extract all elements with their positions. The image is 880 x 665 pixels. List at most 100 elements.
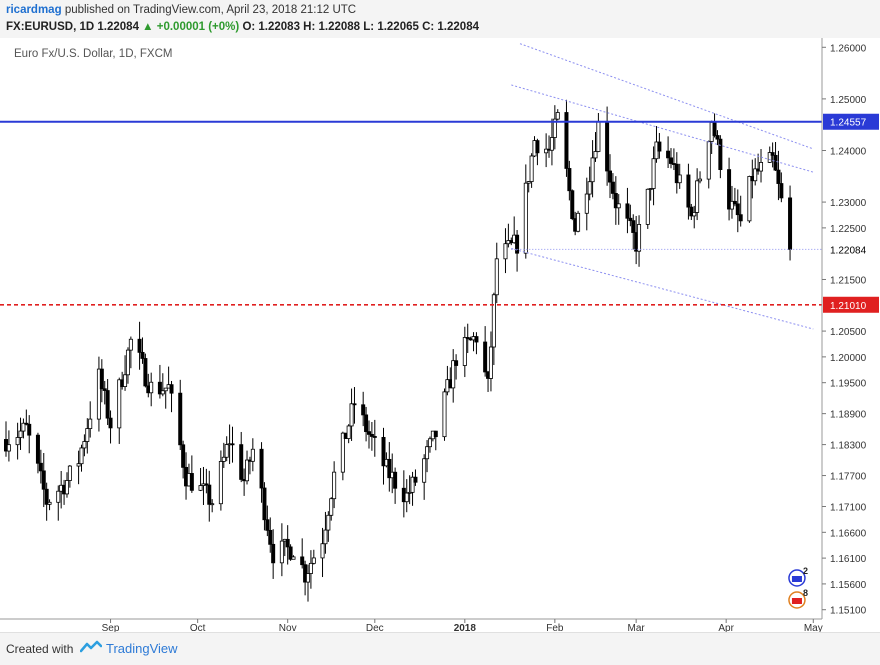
candle (163, 387, 168, 409)
price-tick-label: 1.16100 (830, 554, 867, 565)
candle (108, 410, 113, 444)
candle (311, 549, 316, 565)
candle (526, 180, 531, 193)
candle (407, 475, 412, 505)
price-label-bg (823, 296, 879, 313)
candle-body-up (47, 501, 52, 505)
candle-body-up (407, 491, 412, 494)
candle (88, 401, 93, 438)
candle (369, 421, 374, 451)
time-tick-label: 2018 (454, 623, 477, 632)
candle-body-up (6, 444, 11, 452)
candle (85, 418, 90, 454)
level-price-label: 1.21010 (830, 301, 867, 312)
candle (747, 175, 752, 223)
candle-body-up (442, 391, 447, 438)
candle (483, 326, 488, 377)
candle (326, 511, 331, 542)
published-text: published on TradingView.com, April 23, … (64, 4, 357, 16)
last-price-label: 1.22084 (830, 245, 867, 256)
candle (503, 228, 508, 274)
candle (181, 440, 186, 479)
candle-body-up (706, 141, 711, 180)
candle (262, 482, 267, 531)
price-tick-label: 1.17100 (830, 503, 867, 514)
candle (759, 149, 764, 183)
candle (143, 353, 148, 388)
candle (515, 230, 520, 272)
candle (555, 109, 560, 121)
event-count: 8 (803, 588, 808, 598)
candle (552, 105, 557, 150)
candle (56, 485, 61, 521)
candle-body-up (767, 152, 772, 163)
candle-body-up (332, 471, 337, 500)
candle-body-up (451, 360, 456, 389)
candle (41, 453, 46, 508)
candle (105, 379, 110, 426)
candle (651, 146, 656, 206)
candle (245, 450, 250, 485)
candle-body-down (361, 404, 366, 416)
candle-body-down (137, 338, 142, 353)
candle (137, 321, 142, 370)
time-tick-label: Sep (102, 623, 120, 632)
tradingview-logo-icon[interactable] (80, 639, 102, 655)
candle (674, 152, 679, 194)
author-link[interactable]: ricardmag (6, 4, 62, 16)
candle-body-down (157, 381, 162, 395)
candle (323, 511, 328, 554)
candle (427, 436, 432, 453)
candle (668, 148, 673, 169)
time-tick-label: Oct (190, 623, 206, 632)
candle-body-up (648, 188, 653, 190)
candle-body-down (666, 150, 671, 159)
candle (393, 467, 398, 504)
candle-body-down (474, 336, 479, 343)
candle-body-up (329, 498, 334, 516)
chart-title: Euro Fx/U.S. Dollar, 1D, FXCM (14, 48, 172, 60)
candle-body-down (207, 484, 212, 505)
tradingview-brand-link[interactable]: TradingView (106, 641, 178, 656)
candle (454, 354, 459, 380)
candle (271, 529, 276, 579)
candle (381, 427, 386, 485)
candle (488, 331, 493, 392)
candle-body-up (56, 490, 61, 503)
candle (523, 164, 528, 259)
candle (361, 391, 366, 427)
candle-body-up (21, 422, 26, 432)
candle-body-down (668, 157, 673, 164)
candle (250, 438, 255, 472)
candle (102, 380, 107, 405)
event-count: 2 (803, 566, 808, 576)
candle-body-up (698, 178, 703, 182)
candle (576, 210, 581, 233)
candle-body-up (320, 543, 325, 559)
candle-body-up (88, 418, 93, 429)
price-label-bg (823, 113, 879, 130)
price-chart[interactable]: 1.26000 1.25000 1.24000 1.23000 1.22500 1.215… (0, 38, 880, 632)
candle-body-up (311, 557, 316, 564)
candle (404, 479, 409, 513)
candle (340, 431, 345, 481)
time-tick-label: Nov (279, 623, 297, 632)
candle (259, 442, 264, 503)
candle (189, 455, 194, 493)
candle-body-up (593, 151, 598, 159)
candle-body-down (567, 168, 572, 192)
candle-body-up (291, 556, 296, 560)
candle-body-down (718, 138, 723, 170)
candle-body-down (628, 217, 633, 222)
candle-body-up (117, 379, 122, 429)
candle (140, 337, 145, 364)
candle-body-up (526, 181, 531, 184)
candle-body-down (38, 462, 43, 472)
candle-body-up (128, 338, 133, 351)
candle (96, 356, 101, 432)
candle-body-down (178, 392, 183, 446)
candle (265, 505, 270, 537)
candle (779, 172, 784, 203)
candle (6, 430, 11, 462)
candle-body-down (689, 206, 694, 217)
